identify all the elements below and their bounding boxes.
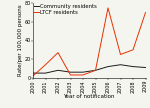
LTCF residents [120,54,121,55]
LTCF residents [82,74,84,76]
LTCF residents [145,12,146,13]
Community residents [57,70,59,71]
Community residents [70,71,71,73]
Community residents [82,71,84,73]
Community residents [32,72,34,74]
LTCF residents [45,64,46,65]
Community residents [120,64,121,65]
LTCF residents [132,49,134,50]
X-axis label: Year of notification: Year of notification [63,94,115,99]
Y-axis label: Rate/per 100,000 persons: Rate/per 100,000 persons [18,5,23,76]
Community residents [107,66,109,67]
Community residents [95,70,96,71]
Legend: Community residents, LTCF residents: Community residents, LTCF residents [34,4,97,15]
Line: Community residents: Community residents [33,65,146,73]
LTCF residents [70,74,71,76]
LTCF residents [107,7,109,9]
Community residents [45,72,46,74]
Line: LTCF residents: LTCF residents [33,8,146,76]
LTCF residents [32,75,34,77]
Community residents [145,67,146,68]
Community residents [132,66,134,67]
LTCF residents [57,52,59,53]
LTCF residents [95,70,96,71]
